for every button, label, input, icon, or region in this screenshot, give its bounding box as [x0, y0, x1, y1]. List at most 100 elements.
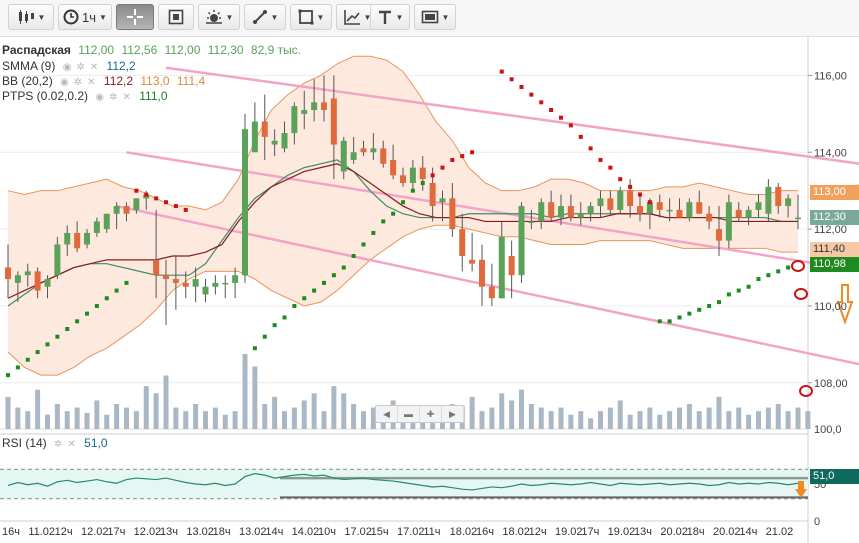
trend-line[interactable]	[126, 151, 859, 302]
volume-bar	[232, 411, 238, 429]
volume-bar	[686, 404, 692, 429]
smma-value: 112,2	[106, 59, 136, 73]
volume-bar	[568, 414, 574, 429]
time-tick-label: 14ч	[265, 526, 283, 538]
sar-dot	[430, 173, 435, 178]
crosshair-icon	[127, 9, 143, 25]
candle-body	[172, 279, 179, 283]
sar-dot	[549, 108, 554, 112]
candle-body	[518, 206, 525, 276]
candle-body	[656, 202, 663, 210]
candle-body	[232, 275, 239, 283]
sar-dot	[272, 323, 277, 328]
price-tick-label: 110,00	[814, 301, 847, 313]
trend-line[interactable]	[116, 204, 859, 406]
rsi-value: 51,0	[84, 436, 108, 450]
volume-bar	[509, 400, 515, 429]
sar-dot	[55, 334, 60, 339]
sar-dot	[509, 77, 514, 82]
candle-body	[163, 275, 169, 280]
time-tick-label: 19.02	[608, 526, 636, 538]
crosshair-button[interactable]	[116, 4, 154, 30]
eye-icon[interactable]: ◉	[62, 62, 73, 73]
down-arrow-icon	[795, 481, 807, 498]
volume-bar	[311, 393, 317, 429]
close-icon[interactable]: ✕	[89, 62, 100, 73]
eye-icon[interactable]: ◉	[95, 92, 106, 103]
chevron-down-icon: ▼	[363, 12, 372, 22]
scroll-left-icon[interactable]: ◀	[376, 406, 398, 422]
price-chart[interactable]: 100,0 500 116,00 114,00 112,00 110,00 108,00…	[0, 37, 859, 543]
ptps-label: PTPS (0.02,0.2)	[2, 89, 89, 103]
image-tool-button[interactable]: ▼	[414, 4, 456, 30]
candle-body	[113, 206, 120, 214]
gear-icon[interactable]: ✲	[54, 439, 64, 450]
candle-body	[44, 279, 51, 287]
volume-bar	[35, 389, 41, 429]
volume-bar	[84, 412, 90, 429]
volume-bar	[163, 375, 169, 429]
volume-bar	[588, 418, 594, 429]
chart-navigation[interactable]: ◀ ▬ ✚ ▶	[375, 405, 465, 423]
rsi-panel: 500	[0, 433, 826, 528]
bb-mid-value: 112,2	[103, 74, 134, 88]
image-icon	[421, 10, 438, 24]
close-icon[interactable]: ✕	[67, 439, 77, 450]
volume-bar	[104, 414, 110, 429]
close-icon[interactable]: ✕	[87, 77, 97, 88]
volume-bar	[272, 396, 278, 429]
fullscreen-button[interactable]	[158, 4, 194, 30]
close-icon[interactable]: ✕	[122, 92, 132, 103]
zoom-in-icon[interactable]: ✚	[420, 406, 442, 422]
volume-bar	[114, 404, 120, 429]
volume-bar	[133, 411, 139, 429]
candle-body	[795, 217, 801, 220]
candle-body	[192, 279, 199, 287]
sar-dot	[450, 157, 455, 162]
chart-type-button[interactable]: ▼	[8, 4, 54, 30]
candle-body	[755, 202, 762, 210]
time-tick-label: 13ч	[160, 526, 178, 538]
gear-icon[interactable]: ✲	[73, 77, 84, 88]
time-tick-label: 14ч	[739, 526, 757, 538]
draw-line-button[interactable]: ▼	[244, 4, 286, 30]
volume-bar	[736, 407, 742, 429]
candle-body	[64, 232, 71, 245]
time-tick-label: 13.02	[239, 526, 267, 538]
bb-label: BB (20,2)	[2, 74, 53, 88]
sar-dot	[252, 346, 257, 351]
zoom-out-icon[interactable]: ▬	[398, 406, 420, 422]
candle-body	[103, 213, 110, 230]
volume-bar	[578, 411, 584, 429]
volume-bar	[143, 386, 149, 429]
sar-dot	[45, 342, 50, 347]
candle-body	[291, 106, 298, 134]
time-tick-label: 18.02	[450, 526, 478, 538]
time-tick-label: 17.02	[344, 526, 372, 538]
text-tool-button[interactable]: ▼	[370, 4, 410, 30]
interval-button[interactable]: 1ч ▼	[58, 4, 112, 30]
candle-body	[251, 121, 258, 153]
volume-bar	[222, 414, 228, 429]
low-value: 112,00	[164, 43, 201, 57]
volume-bar	[25, 411, 31, 429]
candle-body	[301, 110, 308, 114]
scroll-right-icon[interactable]: ▶	[442, 406, 464, 422]
volume-bar	[677, 407, 682, 429]
candle-body	[380, 148, 387, 164]
trend-icon	[343, 10, 360, 25]
chevron-down-icon: ▼	[99, 12, 107, 22]
gear-icon[interactable]: ✲	[76, 62, 86, 73]
price-tick-label: 112,00	[814, 224, 847, 236]
gear-icon[interactable]: ✲	[109, 92, 119, 103]
candle-body	[439, 198, 446, 203]
candle-body	[222, 282, 229, 285]
eye-icon[interactable]: ◉	[60, 77, 70, 88]
indicators-button[interactable]: ▼	[198, 4, 240, 30]
sar-dot	[6, 373, 10, 378]
sar-dot	[262, 334, 267, 339]
shapes-button[interactable]: ▼	[290, 4, 332, 30]
candles	[5, 75, 801, 326]
interval-label: 1ч	[82, 9, 97, 25]
